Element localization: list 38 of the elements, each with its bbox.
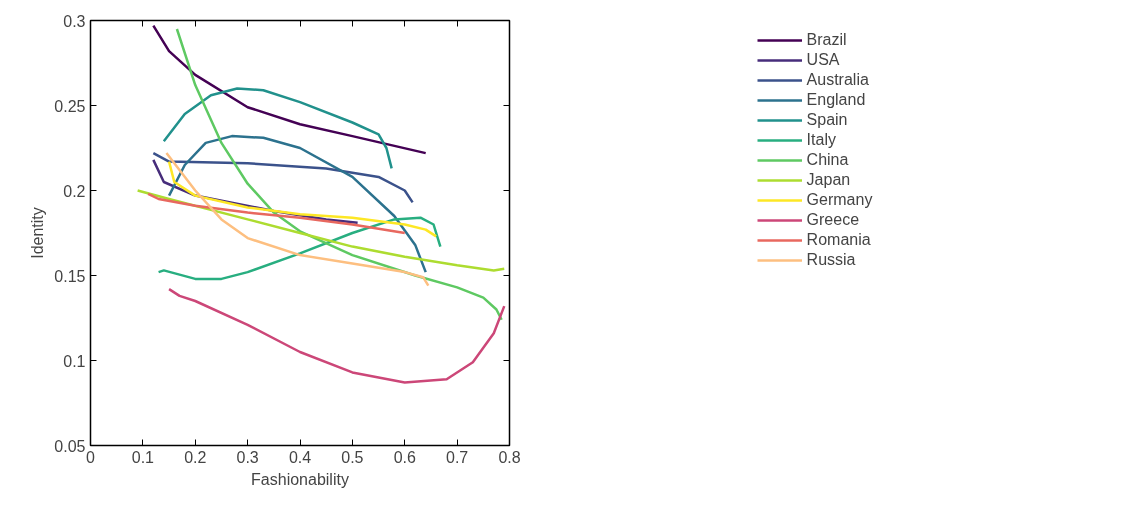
legend-label: Russia (806, 250, 856, 270)
legend-label: China (806, 150, 849, 170)
line-series (165, 151, 430, 287)
legend-label: Germany (806, 190, 873, 210)
line-series (167, 287, 506, 384)
x-tick-label: 0.8 (498, 448, 521, 466)
y-tick-label: 0.05 (54, 437, 86, 455)
y-tick-label: 0.25 (54, 97, 86, 115)
line-series (146, 192, 406, 235)
legend-label: Japan (806, 170, 851, 190)
legend-label: England (806, 90, 866, 110)
x-axis-title: Fashionability (251, 470, 349, 488)
y-tick-label: 0.3 (63, 12, 86, 30)
line-series (167, 160, 438, 238)
legend-label: Australia (806, 70, 869, 90)
legend-label: Greece (806, 210, 860, 230)
x-tick-label: 0.2 (184, 448, 207, 466)
y-axis-title: Identity (29, 207, 47, 259)
line-series (167, 134, 427, 274)
x-tick-label: 0.4 (288, 448, 312, 466)
legend-label: Italy (806, 130, 836, 150)
legend-label: Brazil (806, 30, 847, 50)
legend-label: USA (806, 50, 840, 70)
x-tick-label: 0.3 (236, 448, 259, 466)
y-tick-label: 0.2 (63, 182, 86, 200)
line-series (152, 151, 414, 204)
line-series (162, 87, 393, 170)
legend-label: Romania (806, 230, 871, 250)
x-tick-label: 0.1 (131, 448, 155, 466)
x-tick-label: 0.7 (446, 448, 469, 466)
legend-label: Spain (806, 110, 848, 130)
line-series (152, 24, 427, 155)
x-tick-label: 0.5 (341, 448, 364, 466)
x-tick-label: 0 (86, 448, 96, 466)
y-tick-label: 0.1 (63, 352, 86, 370)
x-tick-label: 0.6 (393, 448, 416, 466)
line-series (157, 216, 442, 281)
y-tick-label: 0.15 (54, 267, 86, 285)
